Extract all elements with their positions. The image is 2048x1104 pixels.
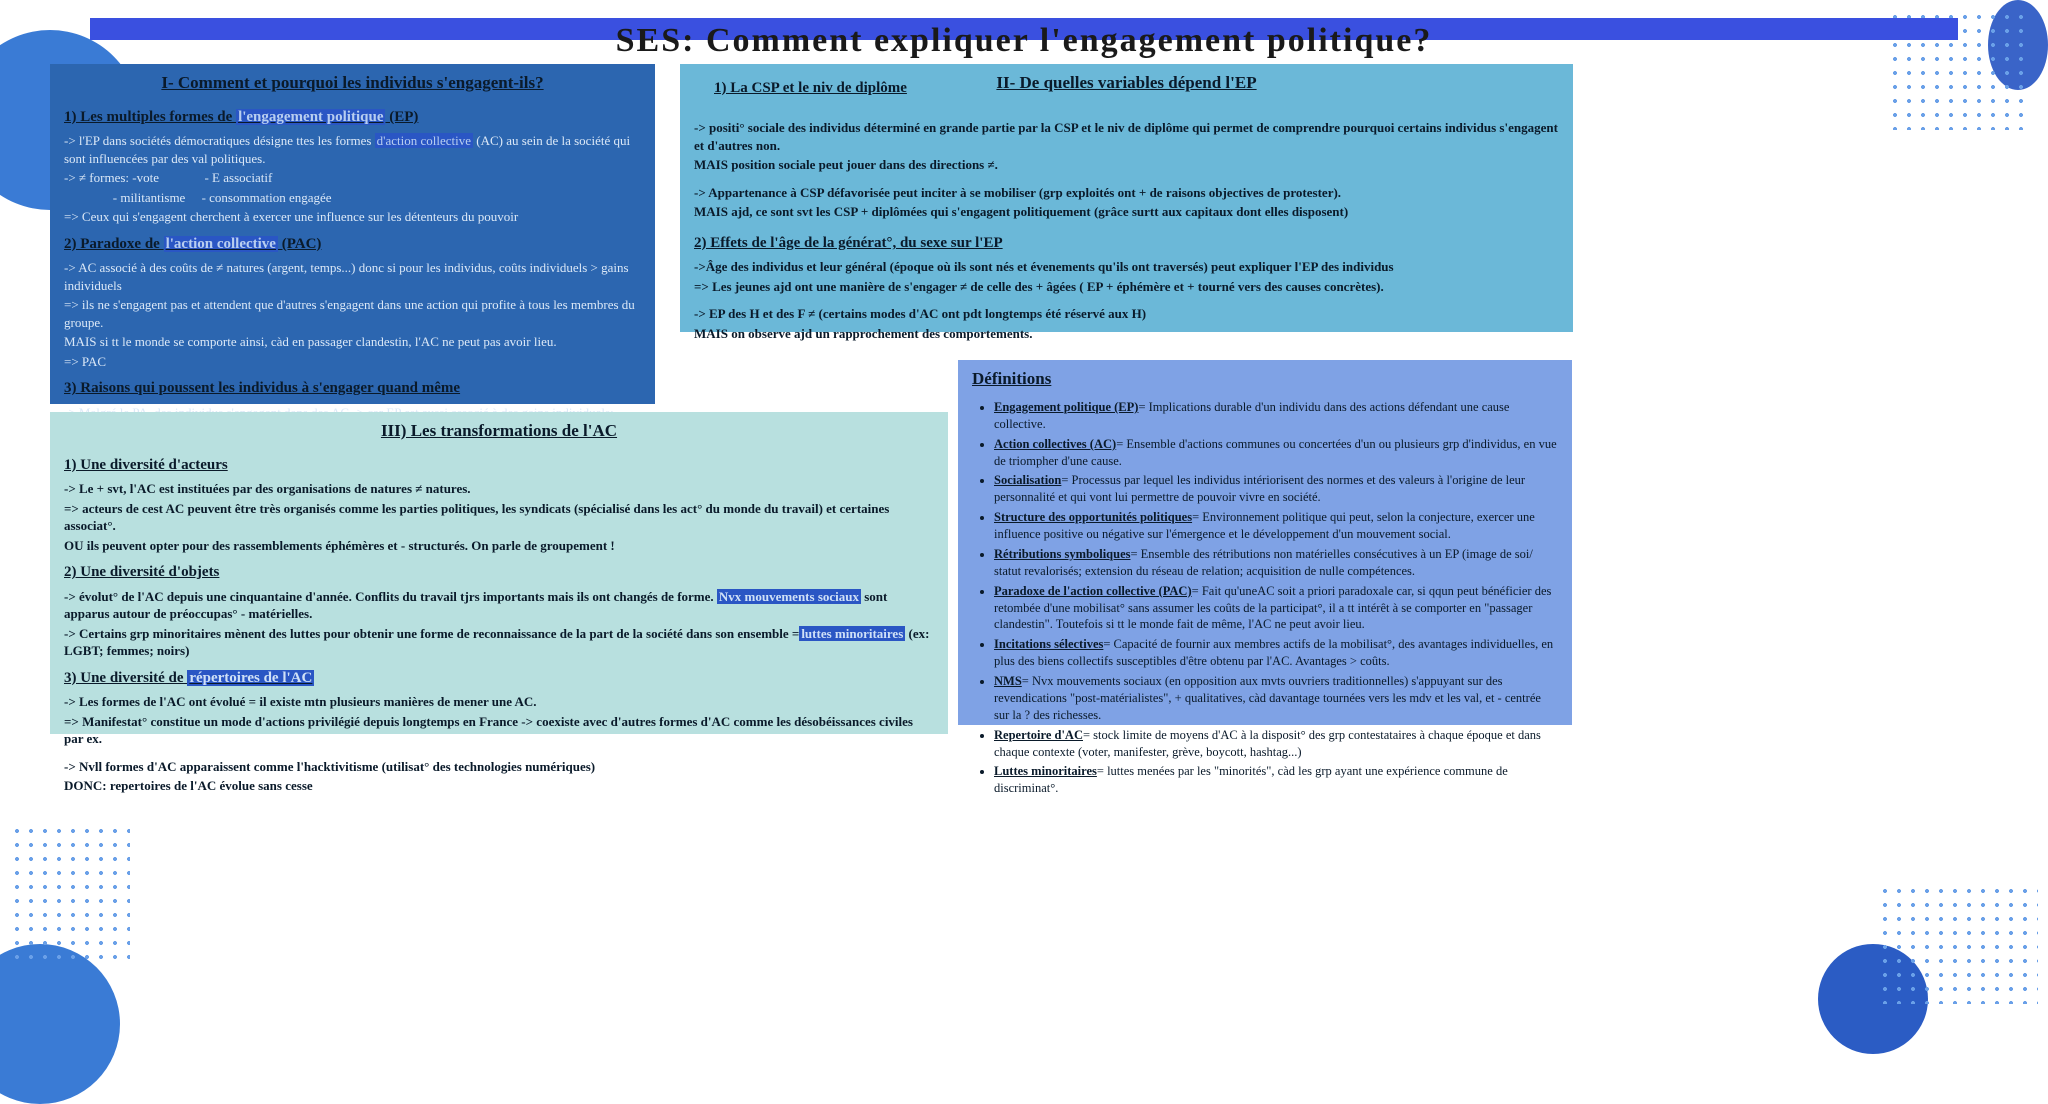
definition-item: Action collectives (AC)= Ensemble d'acti… xyxy=(994,436,1558,470)
body-text: - militantisme - consommation engagée xyxy=(64,189,641,207)
hl-text: l'action collective xyxy=(164,236,278,252)
section1-heading: I- Comment et pourquoi les individus s'e… xyxy=(64,72,641,95)
body-text: -> ≠ formes: -vote - E associatif xyxy=(64,169,641,187)
body-text: ->Âge des individus et leur général (épo… xyxy=(694,258,1559,276)
body-text: => PAC xyxy=(64,353,641,371)
body-text: => Manifestat° constitue un mode d'actio… xyxy=(64,713,934,748)
definition-term: Luttes minoritaires xyxy=(994,764,1097,778)
definition-item: Incitations sélectives= Capacité de four… xyxy=(994,636,1558,670)
definition-text: = Nvx mouvements sociaux (en opposition … xyxy=(994,674,1541,722)
definition-term: Structure des opportunités politiques xyxy=(994,510,1192,524)
deco-dots xyxy=(1878,884,2038,1004)
definition-item: Rétributions symboliques= Ensemble des r… xyxy=(994,546,1558,580)
body-text: -> AC associé à des coûts de ≠ natures (… xyxy=(64,259,641,294)
body-text: -> Le + svt, l'AC est instituées par des… xyxy=(64,480,934,498)
body-text: => Ceux qui s'engagent cherchent à exerc… xyxy=(64,208,641,226)
definition-item: Engagement politique (EP)= Implications … xyxy=(994,399,1558,433)
definition-item: Paradoxe de l'action collective (PAC)= F… xyxy=(994,583,1558,634)
body-text: -> Nvll formes d'AC apparaissent comme l… xyxy=(64,758,934,776)
body-text: MAIS si tt le monde se comporte ainsi, c… xyxy=(64,333,641,351)
definition-term: Engagement politique (EP) xyxy=(994,400,1138,414)
hl-text: d'action collective xyxy=(375,133,473,148)
body-text: -> positi° sociale des individus détermi… xyxy=(694,119,1559,154)
body-text: -> l'EP dans sociétés démocratiques dési… xyxy=(64,132,641,167)
definition-item: Structure des opportunités politiques= E… xyxy=(994,509,1558,543)
definition-term: Socialisation xyxy=(994,473,1061,487)
body-text: -> Les formes de l'AC ont évolué = il ex… xyxy=(64,693,934,711)
panel-section-2: 1) La CSP et le niv de diplôme II- De qu… xyxy=(680,64,1573,332)
section3-sub2: 2) Une diversité d'objets xyxy=(64,562,219,582)
definition-term: Incitations sélectives xyxy=(994,637,1103,651)
body-text: OU ils peuvent opter pour des rassemblem… xyxy=(64,537,934,555)
section1-sub3: 3) Raisons qui poussent les individus à … xyxy=(64,378,460,398)
hl-text: l'engagement politique xyxy=(236,109,385,125)
definition-item: NMS= Nvx mouvements sociaux (en oppositi… xyxy=(994,673,1558,724)
panel-section-3: III) Les transformations de l'AC 1) Une … xyxy=(50,412,948,734)
panel-section-1: I- Comment et pourquoi les individus s'e… xyxy=(50,64,655,404)
definition-term: Paradoxe de l'action collective (PAC) xyxy=(994,584,1192,598)
definition-term: Action collectives (AC) xyxy=(994,437,1116,451)
definition-text: = Processus par lequel les individus int… xyxy=(994,473,1525,504)
definition-item: Socialisation= Processus par lequel les … xyxy=(994,472,1558,506)
definition-item: Repertoire d'AC= stock limite de moyens … xyxy=(994,727,1558,761)
section3-heading: III) Les transformations de l'AC xyxy=(64,420,934,443)
deco-circle xyxy=(0,944,120,1104)
section3-sub3: 3) Une diversité de répertoires de l'AC xyxy=(64,668,314,688)
definition-term: Rétributions symboliques xyxy=(994,547,1130,561)
section2-heading: II- De quelles variables dépend l'EP xyxy=(680,72,1573,95)
body-text: -> Appartenance à CSP défavorisée peut i… xyxy=(694,184,1559,202)
section1-sub2: 2) Paradoxe de l'action collective (PAC) xyxy=(64,234,321,254)
body-text: MAIS ajd, ce sont svt les CSP + diplômée… xyxy=(694,203,1559,221)
body-text: MAIS position sociale peut jouer dans de… xyxy=(694,156,1559,174)
definitions-list: Engagement politique (EP)= Implications … xyxy=(972,399,1558,797)
definition-item: Luttes minoritaires= luttes menées par l… xyxy=(994,763,1558,797)
hl-text: répertoires de l'AC xyxy=(187,670,314,686)
body-text: => ils ne s'engagent pas et attendent qu… xyxy=(64,296,641,331)
definition-term: Repertoire d'AC xyxy=(994,728,1083,742)
page-title: SES: Comment expliquer l'engagement poli… xyxy=(0,22,2048,60)
panel-definitions: Définitions Engagement politique (EP)= I… xyxy=(958,360,1572,725)
definition-term: NMS xyxy=(994,674,1022,688)
hl-text: luttes minoritaires xyxy=(799,626,905,641)
body-text: MAIS on observe ajd un rapprochement des… xyxy=(694,325,1559,343)
deco-dots xyxy=(10,824,130,964)
body-text: -> évolut° de l'AC depuis une cinquantai… xyxy=(64,588,934,623)
section2-sub2: 2) Effets de l'âge de la générat°, du se… xyxy=(694,233,1003,253)
body-text: -> EP des H et des F ≠ (certains modes d… xyxy=(694,305,1559,323)
body-text: -> Certains grp minoritaires mènent des … xyxy=(64,625,934,660)
section3-sub1: 1) Une diversité d'acteurs xyxy=(64,455,228,475)
body-text: => acteurs de cest AC peuvent être très … xyxy=(64,500,934,535)
section1-sub1: 1) Les multiples formes de l'engagement … xyxy=(64,107,418,127)
definitions-heading: Définitions xyxy=(972,368,1558,391)
hl-text: Nvx mouvements sociaux xyxy=(717,589,861,604)
body-text: => Les jeunes ajd ont une manière de s'e… xyxy=(694,278,1559,296)
body-text: DONC: repertoires de l'AC évolue sans ce… xyxy=(64,777,934,795)
